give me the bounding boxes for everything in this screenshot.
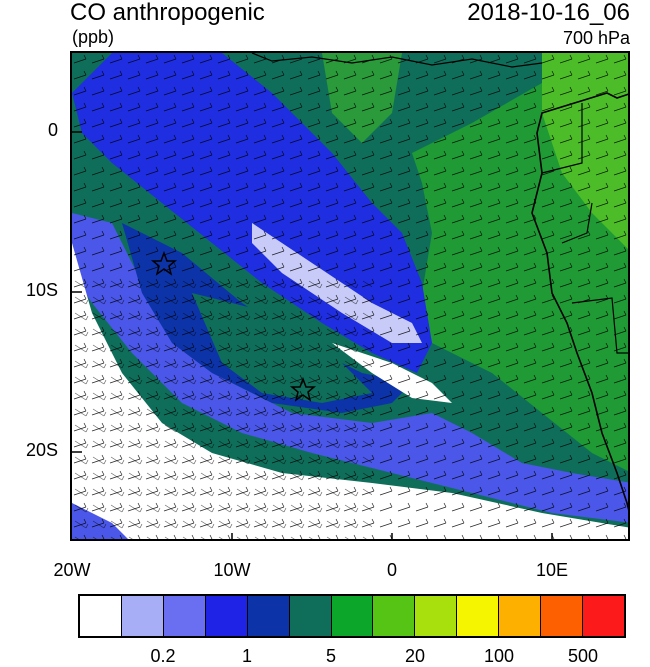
map-panel — [70, 51, 630, 541]
star-marker-1 — [150, 250, 178, 276]
wind-barbs-south — [72, 273, 372, 539]
colorbar-swatch — [163, 596, 206, 636]
colorbar-label: 5 — [325, 646, 336, 666]
colorbar-swatch — [331, 596, 374, 636]
x-tick-label: 10W — [213, 560, 251, 580]
star-marker-2 — [289, 376, 317, 402]
x-tick-label: 10E — [535, 560, 569, 580]
x-tick-label: 0 — [386, 560, 397, 580]
colorbar-label: 500 — [567, 646, 599, 666]
colorbar-swatch — [205, 596, 248, 636]
colorbar-swatch — [415, 596, 458, 636]
colorbar-swatch — [499, 596, 542, 636]
colorbar-label: 100 — [483, 646, 515, 666]
coastline-north — [251, 53, 543, 68]
colorbar-label: 1 — [241, 646, 252, 666]
colorbar-swatch — [373, 596, 416, 636]
datetime-label: 2018-10-16_06 — [467, 0, 630, 26]
colorbar-swatch — [583, 596, 624, 636]
colorbar-label: 0.2 — [150, 646, 176, 666]
colorbar-swatch — [457, 596, 500, 636]
colorbar-swatch — [80, 596, 122, 636]
colorbar — [78, 594, 626, 638]
coastline — [531, 92, 628, 511]
axis-ticks — [72, 131, 553, 539]
pressure-level-label: 700 hPa — [562, 28, 630, 48]
colorbar-swatch — [541, 596, 584, 636]
x-tick-label: 20W — [53, 560, 91, 580]
colorbar-swatch — [247, 596, 290, 636]
colorbar-swatch — [121, 596, 164, 636]
colorbar-label: 20 — [404, 646, 426, 666]
colorbar-swatch — [289, 596, 332, 636]
units-label: (ppb) — [72, 27, 115, 47]
y-tick-label: 0 — [47, 120, 58, 140]
y-tick-label: 20S — [25, 440, 58, 460]
y-tick-label: 10S — [25, 280, 58, 300]
plot-title: CO anthropogenic — [70, 0, 265, 26]
map-svg — [72, 53, 628, 539]
country-borders — [541, 103, 628, 354]
